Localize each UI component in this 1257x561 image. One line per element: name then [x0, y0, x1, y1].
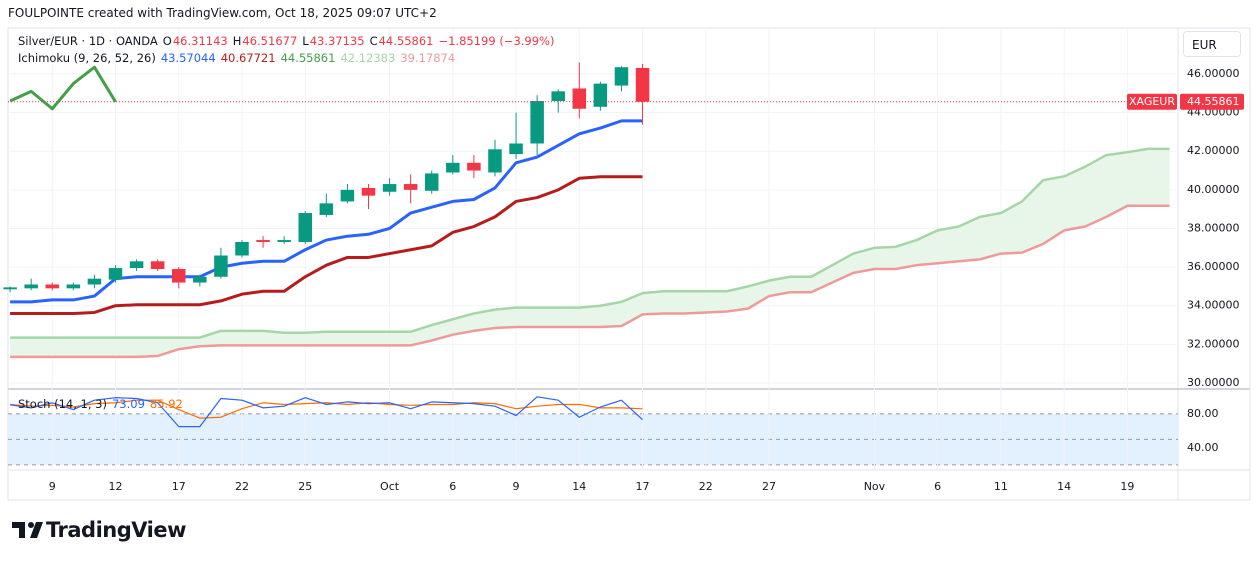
candle-body: [572, 88, 587, 109]
candle-body: [530, 101, 544, 144]
stoch-k: [10, 396, 643, 428]
candle-body: [3, 287, 17, 290]
cloud: [10, 148, 1170, 357]
x-tick-label: 9: [513, 480, 520, 493]
span-b: [10, 204, 1170, 359]
x-tick-label: 6: [934, 480, 941, 493]
candle-body: [214, 255, 228, 277]
candle-body: [509, 143, 523, 155]
frame: [7, 27, 1251, 501]
price-legend: Silver/EUR · 1D · OANDA O 46.31143 H 46.51…: [18, 34, 554, 48]
lagging-span: [9, 65, 117, 111]
y-tick-label: 34.00000: [1187, 299, 1240, 312]
indicator-value: 44.55861: [280, 51, 336, 65]
y-tick-label: 32.00000: [1187, 337, 1240, 350]
candle-body: [129, 261, 144, 269]
ohlc-label: C: [369, 34, 378, 48]
brand: TradingView: [46, 518, 186, 542]
currency-button[interactable]: EUR: [1183, 31, 1241, 57]
ohlc-value: 43.37135: [309, 34, 365, 48]
candle-body: [256, 240, 270, 242]
header: FOULPOINTE created with TradingView.com,…: [8, 6, 437, 20]
stoch-tick-label: 80.00: [1187, 407, 1219, 420]
indicator-value: 39.17874: [400, 51, 456, 65]
stoch-legend: Stoch (14, 1, 3) 73.09 85.92: [18, 397, 183, 411]
candle-body: [24, 284, 38, 289]
candle-body: [593, 83, 608, 107]
logo-icon: [12, 522, 43, 538]
last-price-label: 44.55861: [1187, 95, 1240, 108]
candle-body: [424, 173, 439, 191]
span-a: [10, 147, 1170, 339]
candle-body: [298, 213, 312, 242]
candle-body: [235, 241, 249, 256]
ohlc-value: 46.31143: [172, 34, 228, 48]
x-tick-label: 14: [1057, 480, 1071, 493]
indicator-value: 85.92: [149, 397, 183, 411]
candle-body: [108, 268, 123, 280]
x-tick-label: 12: [109, 480, 123, 493]
last-price-box: [1180, 93, 1244, 110]
indicator-name: Stoch (14, 1, 3): [18, 397, 107, 411]
indicator-name: Ichimoku (9, 26, 52, 26): [18, 51, 156, 65]
candle-body: [319, 203, 334, 215]
stoch-d: [10, 399, 643, 419]
x-tick-label: Nov: [864, 480, 886, 493]
candle-body: [66, 284, 81, 289]
candle-body: [45, 284, 60, 289]
y-tick-label: 36.00000: [1187, 260, 1240, 273]
y-tick-label: 38.00000: [1187, 221, 1240, 234]
candle-body: [614, 67, 629, 86]
indicator-value: 42.12383: [340, 51, 396, 65]
x-tick-label: 22: [699, 480, 713, 493]
candle-body: [340, 189, 355, 202]
indicator-value: 40.67721: [220, 51, 276, 65]
stoch-tick-label: 40.00: [1187, 441, 1219, 454]
candle-body: [150, 261, 165, 270]
candle-body: [635, 67, 650, 102]
ohlc-value: 46.51677: [242, 34, 298, 48]
x-tick-label: 19: [1120, 480, 1134, 493]
x-tick-label: 9: [49, 480, 56, 493]
candle-body: [87, 278, 102, 285]
candle-body: [361, 187, 376, 196]
y-tick-label: 46.00000: [1187, 67, 1240, 80]
change: −1.85199 (−3.99%): [438, 34, 555, 48]
y-tick-label: 40.00000: [1187, 183, 1240, 196]
candle-body: [277, 240, 291, 242]
price-tag-box: [1127, 93, 1177, 110]
x-tick-label: 25: [298, 480, 312, 493]
base-line: [10, 175, 643, 315]
x-tick-label: 22: [235, 480, 249, 493]
candle-body: [551, 91, 565, 102]
candle-body: [403, 184, 418, 190]
ohlc-label: O: [162, 34, 172, 48]
x-tick-label: 6: [449, 480, 456, 493]
x-tick-label: 17: [172, 480, 186, 493]
price-tag: XAGEUR: [1129, 95, 1175, 108]
y-tick-label: 30.00000: [1187, 376, 1240, 389]
candle-body: [488, 149, 502, 173]
ichimoku-legend: Ichimoku (9, 26, 52, 26) 43.57044 40.677…: [18, 51, 455, 65]
candle-body: [467, 162, 481, 171]
symbol: Silver/EUR · 1D · OANDA: [18, 34, 158, 48]
indicator-value: 73.09: [111, 397, 145, 411]
x-tick-label: 17: [636, 480, 650, 493]
x-tick-label: 14: [572, 480, 586, 493]
indicator-value: 43.57044: [160, 51, 216, 65]
x-tick-label: 11: [994, 480, 1008, 493]
y-tick-label: 42.00000: [1187, 144, 1240, 157]
candle-body: [446, 162, 460, 173]
candle-body: [172, 269, 186, 283]
candle-body: [382, 184, 397, 192]
x-tick-label: 27: [762, 480, 776, 493]
x-tick-label: Oct: [380, 480, 400, 493]
candle-body: [193, 276, 207, 283]
ohlc-label: H: [232, 34, 242, 48]
ohlc-value: 44.55861: [378, 34, 434, 48]
ohlc-label: L: [302, 34, 309, 48]
